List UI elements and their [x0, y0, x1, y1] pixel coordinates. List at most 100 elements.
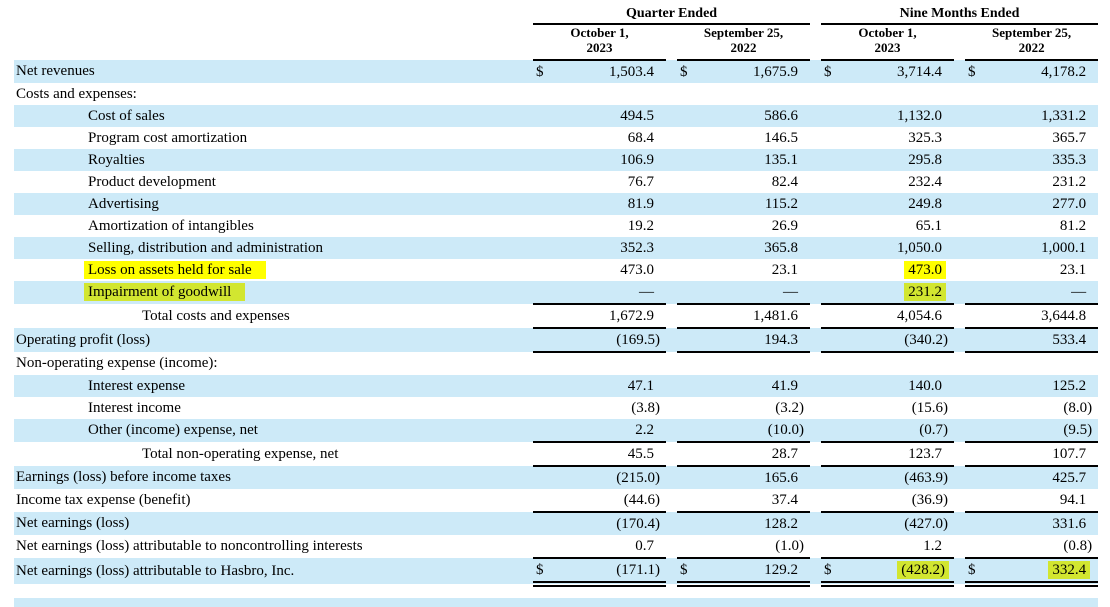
- value-cell: (8.0): [1063, 399, 1093, 416]
- dollar-sign-cell: [965, 352, 987, 375]
- value-cell: 325.3: [908, 129, 943, 146]
- dollar-sign-cell: [677, 419, 699, 443]
- dollar-sign-cell: [821, 149, 843, 171]
- dollar-sign-cell: [965, 535, 988, 559]
- value-cell: [699, 352, 810, 375]
- value-cell: 232.4: [908, 173, 943, 190]
- value-cell: 26.9: [771, 217, 799, 234]
- value-cell: 2.2: [555, 419, 666, 443]
- table-body: Net revenues $1,503.4 $1,675.9 $3,714.4 $4,1…: [14, 60, 1099, 587]
- table-row: Impairment of goodwill — — 231.2 —: [14, 281, 1099, 304]
- value-cell: 3,644.8: [987, 303, 1099, 328]
- table-row: Earnings (loss) before income taxes (215.…: [14, 466, 1099, 489]
- dollar-sign-cell: [821, 303, 844, 328]
- dollar-sign-cell: [533, 512, 555, 535]
- column-gap: [810, 171, 821, 193]
- column-gap: [954, 442, 965, 466]
- column-gap: [954, 419, 965, 442]
- date-line: 2023: [586, 40, 613, 55]
- column-gap: [810, 419, 821, 442]
- dollar-sign-cell: $: [680, 63, 688, 80]
- column-gap: [954, 127, 965, 149]
- dollar-sign-cell: $: [533, 558, 555, 587]
- value-cell: —: [1071, 283, 1087, 300]
- value-cell: 47.1: [627, 377, 654, 394]
- row-label: Total costs and expenses: [142, 307, 290, 324]
- value-cell: 23.1: [1059, 261, 1087, 278]
- dollar-sign-cell: [965, 259, 987, 281]
- row-label: Income tax expense (benefit): [16, 492, 191, 508]
- column-gap: [954, 352, 965, 375]
- dollar-sign-cell: [821, 397, 843, 419]
- value-cell: —: [783, 283, 799, 300]
- dollar-sign-cell: [821, 281, 843, 304]
- dollar-sign-cell: [821, 193, 843, 215]
- value-cell: (340.2): [843, 327, 955, 353]
- value-cell: 1,331.2: [1041, 107, 1087, 124]
- date-line: 2022: [1018, 40, 1045, 55]
- value-cell: (15.6): [911, 399, 949, 416]
- dollar-sign-cell: [677, 303, 699, 328]
- dollar-sign-cell: [821, 83, 843, 105]
- value-cell: 140.0: [908, 377, 943, 394]
- table-row: Net earnings (loss) attributable to nonc…: [14, 535, 1099, 559]
- dollar-sign-cell: [533, 535, 555, 559]
- value-cell: 65.1: [915, 217, 943, 234]
- column-group-quarter-ended: Quarter Ended: [533, 2, 811, 25]
- column-gap: [810, 2, 821, 24]
- value-cell: [987, 352, 1098, 375]
- column-gap: [810, 83, 821, 105]
- value-cell: 129.2: [699, 558, 811, 587]
- value-cell: (0.7): [843, 419, 955, 443]
- value-cell: 135.1: [764, 151, 799, 168]
- table-row: Amortization of intangibles 19.2 26.9 65.1 8…: [14, 215, 1098, 237]
- dollar-sign-cell: $: [536, 63, 544, 80]
- row-label: Net revenues: [16, 63, 95, 79]
- column-gap: [810, 466, 821, 489]
- dollar-sign-cell: [533, 327, 555, 353]
- value-cell: 473.0: [843, 259, 954, 281]
- row-label: Program cost amortization: [88, 129, 248, 146]
- dollar-sign-cell: [821, 352, 843, 375]
- dollar-sign-cell: [677, 215, 699, 237]
- value-cell: 231.2: [1052, 173, 1087, 190]
- dollar-sign-cell: [533, 83, 555, 105]
- value-cell: 115.2: [764, 195, 799, 212]
- dollar-sign-cell: [677, 237, 699, 259]
- dollar-sign-cell: [533, 215, 555, 237]
- table-row: Cost of sales 494.5 586.6 1,132.0 1,331.2: [14, 105, 1099, 127]
- column-gap: [954, 215, 965, 237]
- dollar-sign-cell: [821, 237, 843, 259]
- value-cell: [555, 83, 666, 105]
- dollar-sign-cell: [533, 149, 555, 171]
- dollar-sign-cell: [677, 83, 699, 105]
- column-gap: [954, 558, 965, 584]
- column-gap: [954, 375, 965, 397]
- row-label: Loss on assets held for sale: [14, 259, 533, 281]
- value-cell: [987, 83, 1098, 105]
- column-gap: [666, 171, 677, 193]
- column-gap: [954, 489, 965, 512]
- dollar-sign-cell: [965, 375, 987, 397]
- column-header-q-2023: October 1, 2023: [533, 24, 666, 61]
- dollar-sign-cell: [533, 237, 555, 259]
- column-gap: [810, 304, 821, 328]
- value-cell: (215.0): [616, 469, 660, 486]
- table-row: Total costs and expenses 1,672.9 1,481.6 4,…: [14, 303, 1099, 328]
- column-gap: [810, 375, 821, 397]
- dollar-sign-cell: [677, 512, 699, 535]
- row-label: Operating profit (loss): [16, 331, 151, 348]
- dollar-sign-cell: [965, 442, 988, 467]
- column-gap: [666, 535, 677, 558]
- column-gap: [954, 171, 965, 193]
- dollar-sign-cell: [821, 259, 843, 281]
- dollar-sign-cell: [965, 281, 987, 304]
- dollar-sign-cell: [965, 397, 987, 419]
- value-cell: 125.2: [1052, 377, 1087, 394]
- dollar-sign-cell: [533, 127, 555, 149]
- column-gap: [954, 397, 965, 419]
- value-cell: 533.4: [987, 327, 1099, 353]
- dollar-sign-cell: [533, 171, 555, 193]
- column-gap: [810, 442, 821, 466]
- column-gap: [810, 24, 821, 60]
